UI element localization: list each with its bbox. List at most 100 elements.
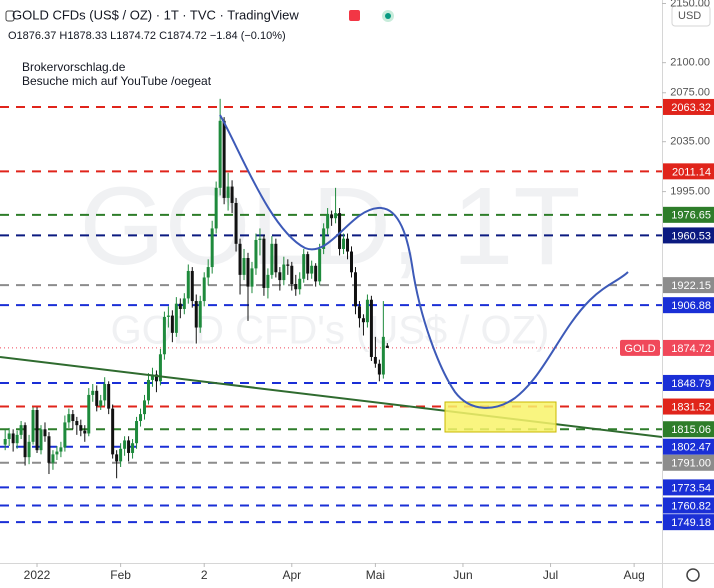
candle-body: [91, 390, 95, 395]
candle-body: [198, 301, 202, 328]
current-name-bg: [620, 339, 660, 356]
candle-body: [154, 374, 158, 382]
currency-button[interactable]: [671, 5, 711, 27]
level-label-bg: [663, 227, 714, 244]
y-tick-label: 1995.00: [670, 186, 710, 198]
candle-body: [135, 421, 139, 444]
level-label: 2063.32: [671, 102, 711, 114]
candle-body: [31, 409, 35, 442]
candle-body: [39, 429, 43, 451]
x-tick-label: Mai: [366, 568, 385, 582]
candle-body: [127, 440, 131, 453]
flag-icon[interactable]: [349, 10, 360, 21]
level-label: 1960.53: [671, 230, 711, 242]
candle-body: [270, 243, 274, 275]
candle-body: [174, 303, 178, 333]
candle-body: [246, 257, 250, 287]
projection-curve: [219, 114, 629, 409]
candle-body: [302, 254, 306, 279]
candle-body: [238, 243, 242, 275]
candle-body: [346, 238, 350, 252]
candle-body: [206, 267, 210, 278]
candle-body: [95, 390, 99, 406]
candle-body: [361, 318, 365, 323]
candle-body: [330, 214, 334, 219]
candle-body: [119, 448, 123, 462]
x-tick-label: 2: [201, 568, 208, 582]
level-label: 1815.06: [671, 424, 711, 436]
candle-body: [63, 422, 67, 448]
candle-body: [55, 451, 59, 455]
x-tick-label: 2022: [24, 568, 51, 582]
candle-body: [365, 299, 369, 323]
candle-body: [262, 238, 266, 288]
level-label: 1773.54: [671, 482, 711, 494]
candle-body: [286, 264, 290, 266]
candle-body: [47, 436, 51, 463]
candle-body: [190, 270, 194, 302]
y-tick-label: 2035.00: [670, 136, 710, 148]
candle-body: [274, 243, 278, 273]
target-zone: [444, 401, 557, 433]
candle-body: [59, 447, 63, 452]
candle-body: [170, 315, 174, 333]
candle-body: [19, 425, 23, 435]
y-tick-label: 2150.00: [670, 0, 710, 9]
level-label: 1848.79: [671, 378, 711, 390]
candle-body: [3, 439, 7, 445]
candle-body: [150, 374, 154, 380]
settings-icon[interactable]: [686, 568, 700, 582]
candle-body: [350, 251, 354, 273]
candle-body: [111, 408, 115, 455]
candle-body: [230, 186, 234, 203]
candle-body: [214, 187, 218, 229]
level-label: 1802.47: [671, 442, 711, 454]
y-tick-label: 2075.00: [670, 87, 710, 99]
level-label-bg: [663, 479, 714, 496]
candle-body: [27, 441, 31, 458]
candle-body: [67, 414, 71, 423]
candle-body: [278, 272, 282, 281]
candle-body: [282, 264, 286, 281]
current-name: GOLD: [624, 343, 655, 355]
level-label-bg: [663, 374, 714, 391]
level-label: 1906.88: [671, 300, 711, 312]
candle-body: [210, 228, 214, 268]
x-tick-label: Apr: [282, 568, 301, 582]
level-label-bg: [663, 497, 714, 514]
candle-body: [35, 409, 39, 451]
candle-body: [7, 433, 11, 440]
candle-body: [103, 384, 107, 401]
level-label: 1831.52: [671, 401, 711, 413]
level-label-bg: [663, 163, 714, 180]
level-label: 2011.14: [672, 166, 711, 178]
candle-body: [11, 433, 15, 444]
candle-body: [318, 248, 322, 282]
candle-body: [87, 394, 91, 434]
candle-body: [298, 278, 302, 290]
candle-body: [226, 186, 230, 198]
x-tick-label: Aug: [623, 568, 644, 582]
candle-body: [139, 414, 143, 422]
y-tick-label: 2100.00: [670, 57, 710, 69]
level-label-bg: [663, 438, 714, 455]
level-label-bg: [663, 398, 714, 415]
candle-body: [143, 400, 147, 415]
candle-body: [381, 336, 385, 375]
candle-body: [385, 345, 389, 348]
watermark: GOLD CFD's (US$ / OZ): [111, 309, 550, 353]
symbol-icon: [5, 10, 15, 22]
current-price-label: 1874.72: [671, 343, 711, 355]
candle-body: [123, 440, 127, 449]
candle-body: [178, 303, 182, 309]
level-label-bg: [663, 98, 714, 115]
candle-body: [357, 306, 361, 319]
x-tick-label: Feb: [110, 568, 131, 582]
candle-body: [51, 454, 55, 463]
candle-body: [83, 430, 87, 434]
chart-title: GOLD CFDs (US$ / OZ) · 1T · TVC · Tradin…: [12, 7, 299, 22]
candle-body: [290, 265, 294, 285]
candle-body: [146, 379, 150, 401]
